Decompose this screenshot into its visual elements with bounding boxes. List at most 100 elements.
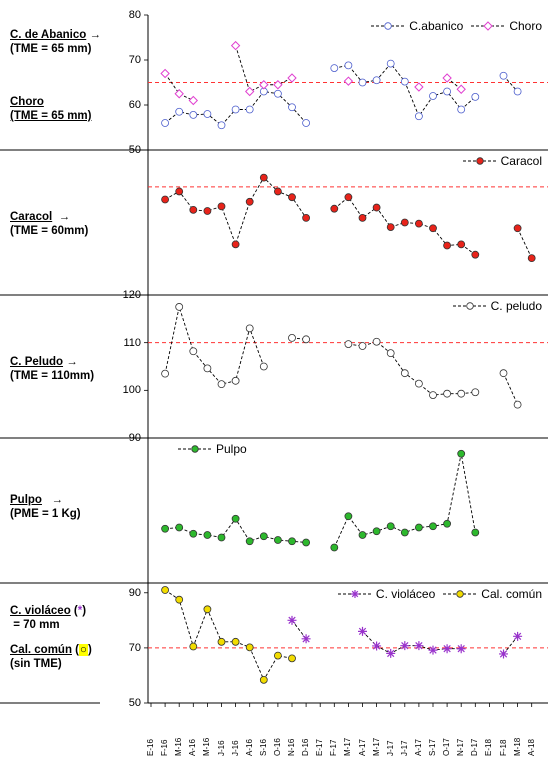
- data-point: [428, 645, 438, 655]
- data-point: [203, 605, 212, 614]
- data-point: [245, 643, 254, 652]
- x-tick-label: D-17: [470, 738, 480, 756]
- data-point: [429, 224, 437, 233]
- data-point: [203, 531, 212, 539]
- data-point: [443, 389, 452, 398]
- data-point: [189, 642, 198, 651]
- y-tick-label: 90: [128, 432, 141, 444]
- data-point: [217, 121, 226, 130]
- data-point: [358, 213, 367, 222]
- x-tick-label: F-17: [329, 739, 339, 756]
- data-point: [288, 103, 296, 112]
- legend-label: Cal. común: [481, 587, 542, 601]
- y-tick-label: 120: [122, 289, 141, 301]
- y-tick-label: 90: [128, 586, 141, 599]
- data-point: [189, 205, 198, 214]
- data-point: [287, 73, 297, 83]
- data-point: [499, 71, 508, 80]
- label-peludo: C. Peludo → (TME = 110mm): [10, 356, 95, 382]
- data-point: [343, 76, 354, 86]
- series-line: [164, 73, 194, 101]
- legend: Caracol: [462, 154, 542, 168]
- x-tick-label: J-17: [385, 740, 395, 756]
- data-point: [287, 615, 297, 625]
- legend-item: Choro: [471, 19, 542, 33]
- x-tick-label: J-16: [216, 740, 226, 756]
- series-line: [334, 196, 476, 256]
- data-point: [231, 376, 240, 385]
- data-point: [443, 519, 452, 528]
- series-line: [503, 372, 519, 405]
- data-point: [189, 529, 198, 538]
- data-point: [400, 528, 409, 537]
- data-point: [456, 644, 466, 654]
- data-point: [203, 110, 212, 118]
- legend-item: Caracol: [462, 154, 542, 168]
- data-point: [231, 105, 240, 114]
- data-point: [513, 400, 522, 409]
- data-point: [330, 204, 339, 213]
- x-tick-label: F-16: [160, 739, 170, 756]
- legend-swatch: [371, 22, 406, 30]
- data-point: [245, 324, 254, 333]
- data-point: [189, 347, 198, 356]
- series-line: [503, 636, 518, 655]
- data-point: [372, 337, 381, 346]
- legend-swatch: [178, 445, 212, 453]
- x-tick-label: S-17: [428, 739, 437, 756]
- label-choro: Choro (TME = 65 mm): [10, 96, 92, 122]
- x-tick-label: A-17: [357, 739, 367, 756]
- series-line: [334, 62, 476, 118]
- data-point: [259, 362, 268, 371]
- data-point: [386, 349, 395, 358]
- data-point: [288, 193, 296, 202]
- data-point: [386, 223, 395, 232]
- data-point: [244, 86, 255, 97]
- y-tick-label: 70: [128, 641, 141, 654]
- data-point: [372, 641, 382, 651]
- x-tick-label: A-16: [188, 739, 198, 756]
- data-point: [330, 64, 339, 72]
- data-point: [301, 634, 311, 644]
- data-point: [175, 523, 184, 532]
- data-point: [217, 533, 226, 542]
- legend: Pulpo: [178, 442, 247, 456]
- data-point: [175, 595, 184, 604]
- label-violaceo: C. violáceo (*) = 70 mm: [10, 605, 87, 631]
- data-point: [259, 532, 268, 541]
- series-line: [291, 620, 307, 640]
- series-line: [517, 228, 533, 259]
- data-point: [161, 524, 170, 533]
- legend: C.abanico Choro: [371, 19, 542, 33]
- legend-swatch: [443, 590, 478, 598]
- data-point: [230, 40, 241, 51]
- data-point: [175, 107, 184, 116]
- legend-label: Pulpo: [216, 442, 247, 456]
- x-tick-label: A-16: [244, 739, 254, 756]
- legend-label: Caracol: [500, 154, 542, 168]
- data-point: [499, 649, 508, 659]
- data-point: [443, 87, 452, 96]
- data-point: [457, 389, 466, 398]
- label-pulpo: Pulpo → (PME = 1 Kg): [10, 494, 81, 520]
- data-point: [273, 187, 282, 196]
- data-point: [161, 119, 170, 127]
- data-point: [429, 92, 437, 100]
- data-point: [457, 240, 466, 249]
- x-tick-label: A-18: [526, 739, 536, 756]
- legend-item: C. violáceo: [337, 587, 435, 601]
- data-point: [161, 195, 170, 204]
- series-line: [235, 45, 293, 93]
- x-tick-label: J-16: [230, 740, 240, 756]
- data-point: [457, 449, 466, 458]
- legend-swatch: [337, 590, 372, 598]
- data-point: [273, 651, 282, 660]
- data-point: [372, 203, 381, 212]
- y-tick-label: 60: [128, 99, 141, 111]
- data-point: [203, 207, 212, 215]
- data-point: [513, 224, 522, 233]
- legend-item: Cal. común: [443, 587, 542, 601]
- data-point: [273, 80, 283, 90]
- legend-swatch: [471, 21, 506, 31]
- data-point: [217, 380, 226, 389]
